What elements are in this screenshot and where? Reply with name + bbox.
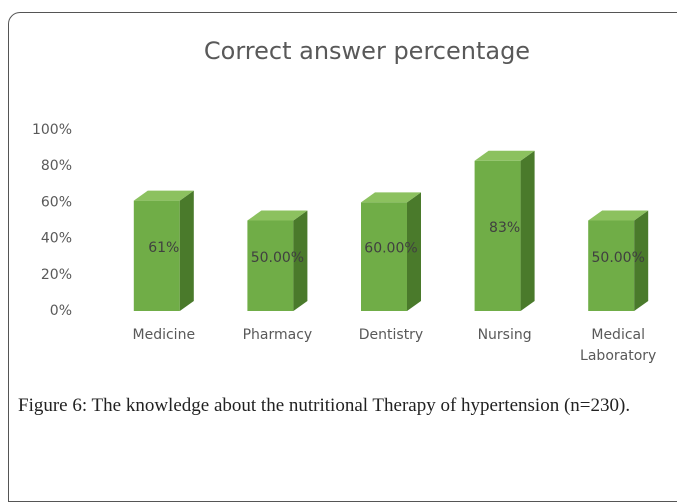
chart: Correct answer percentage 0% 20% 40% 60% 80%…	[32, 37, 649, 319]
bar-top	[588, 210, 649, 221]
bar	[361, 192, 421, 311]
data-label: 61%	[148, 240, 179, 256]
x-tick-label: Medical Laboratory	[580, 327, 657, 364]
data-label: 50.00%	[592, 250, 645, 266]
x-tick-label: Pharmacy	[242, 327, 313, 343]
y-tick-label: 100%	[32, 122, 72, 138]
bar	[133, 190, 194, 311]
bar	[588, 210, 649, 311]
chart-title: Correct answer percentage	[204, 37, 530, 65]
bar-front	[361, 202, 407, 311]
data-label: 50.00%	[251, 250, 304, 266]
x-tick-label: Dentistry	[358, 327, 424, 343]
bar-side	[293, 210, 308, 311]
bar-front	[133, 200, 180, 311]
bar-side	[520, 150, 535, 311]
bar-top	[361, 192, 421, 203]
bar-top	[247, 210, 308, 221]
y-tick-label: 80%	[41, 158, 72, 174]
bar-front	[588, 220, 635, 311]
bar-front	[247, 220, 294, 311]
y-tick-label: 60%	[41, 194, 72, 210]
bar	[247, 210, 308, 311]
x-tick-label: Nursing	[477, 327, 532, 343]
bar-top	[133, 190, 194, 201]
y-tick-label: 40%	[41, 231, 72, 247]
bar-front	[474, 160, 521, 311]
bar-side	[179, 190, 194, 311]
bar	[474, 150, 535, 311]
bar-top	[474, 150, 535, 161]
y-tick-label: 0%	[50, 303, 72, 319]
x-tick-label: Medicine	[132, 327, 196, 343]
figure-caption: Figure 6: The knowledge about the nutrit…	[18, 395, 631, 416]
data-label: 83%	[489, 220, 520, 236]
bar-side	[634, 210, 649, 311]
bar-side	[407, 192, 421, 311]
y-tick-label: 20%	[41, 267, 72, 283]
page: {"chart_data": {"type": "bar3d", "title"…	[8, 12, 677, 502]
data-label: 60.00%	[364, 241, 417, 257]
